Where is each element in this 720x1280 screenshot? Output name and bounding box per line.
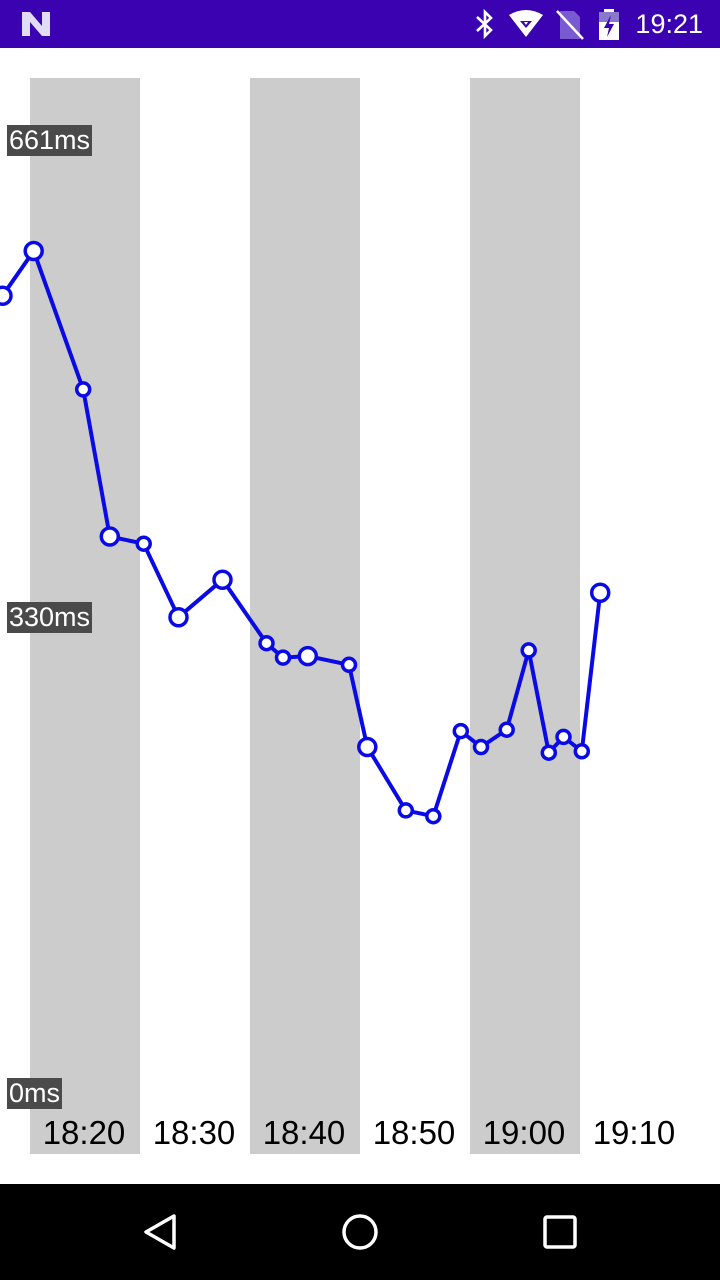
data-point-21 xyxy=(589,582,611,603)
data-point-3 xyxy=(99,526,121,547)
data-point-2 xyxy=(74,381,92,398)
wifi-icon xyxy=(509,10,543,37)
recents-icon[interactable] xyxy=(542,1212,578,1252)
data-point-15 xyxy=(472,738,490,756)
shaded-band-2 xyxy=(470,78,580,1154)
x-tick-label-2: 18:40 xyxy=(262,1114,346,1151)
data-point-5 xyxy=(168,606,189,628)
data-point-4 xyxy=(135,535,152,552)
home-icon[interactable] xyxy=(340,1212,380,1252)
x-tick-label-0: 18:20 xyxy=(42,1114,126,1151)
data-point-13 xyxy=(425,807,442,825)
x-tick-label-4: 19:00 xyxy=(482,1114,566,1151)
data-point-9 xyxy=(297,645,319,667)
series-line-0 xyxy=(0,249,603,819)
data-point-17 xyxy=(520,642,537,659)
data-point-0 xyxy=(0,285,13,306)
chart-area: 661ms 330ms 0ms 18:20 18:30 18:40 18:50 19:00 1… xyxy=(0,48,720,1184)
data-point-16 xyxy=(498,721,515,738)
data-point-19 xyxy=(555,728,572,746)
data-point-14 xyxy=(452,722,470,740)
x-tick-label-5: 19:10 xyxy=(592,1114,676,1151)
x-tick-label-3: 18:50 xyxy=(372,1114,456,1151)
bluetooth-icon xyxy=(476,9,493,39)
battery-charging-icon xyxy=(599,9,619,40)
status-bar: 19:21 xyxy=(0,0,720,48)
navigation-bar xyxy=(0,1184,720,1280)
status-time: 19:21 xyxy=(635,9,703,39)
shaded-band-1 xyxy=(250,78,360,1154)
n-logo-icon xyxy=(22,12,50,36)
back-icon[interactable] xyxy=(140,1212,180,1252)
data-point-10 xyxy=(340,656,358,674)
data-point-20 xyxy=(573,743,591,760)
data-point-8 xyxy=(274,649,292,666)
data-point-11 xyxy=(357,736,378,758)
y-tick-label-2: 0ms xyxy=(7,1078,63,1109)
y-tick-label-1: 330ms xyxy=(7,602,93,634)
x-tick-label-1: 18:30 xyxy=(152,1114,236,1151)
line-chart xyxy=(0,78,611,1154)
y-tick-label-0: 661ms xyxy=(7,125,93,156)
no-sim-icon xyxy=(556,10,584,40)
data-point-18 xyxy=(540,744,558,761)
data-point-7 xyxy=(258,634,275,652)
data-point-6 xyxy=(212,569,233,590)
data-point-1 xyxy=(23,240,44,262)
data-point-12 xyxy=(397,802,415,819)
